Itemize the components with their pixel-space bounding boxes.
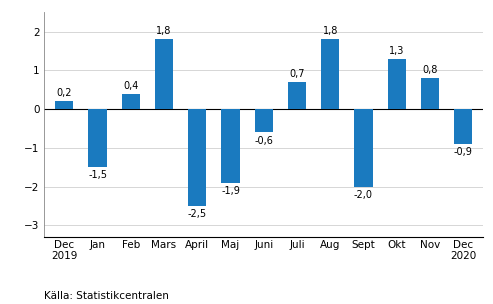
- Bar: [188, 109, 207, 206]
- Text: -2,5: -2,5: [188, 209, 207, 219]
- Bar: [221, 109, 240, 183]
- Text: 1,3: 1,3: [389, 46, 404, 56]
- Text: -2,0: -2,0: [354, 190, 373, 200]
- Text: -1,5: -1,5: [88, 171, 107, 180]
- Bar: [155, 39, 173, 109]
- Bar: [354, 109, 373, 187]
- Text: -0,9: -0,9: [454, 147, 473, 157]
- Bar: [387, 59, 406, 109]
- Bar: [454, 109, 472, 144]
- Text: 0,8: 0,8: [423, 65, 438, 75]
- Text: 1,8: 1,8: [156, 26, 172, 36]
- Bar: [321, 39, 339, 109]
- Bar: [122, 94, 140, 109]
- Bar: [254, 109, 273, 133]
- Bar: [88, 109, 106, 167]
- Text: 1,8: 1,8: [322, 26, 338, 36]
- Text: Källa: Statistikcentralen: Källa: Statistikcentralen: [44, 291, 169, 301]
- Bar: [421, 78, 439, 109]
- Bar: [55, 101, 73, 109]
- Text: 0,7: 0,7: [289, 69, 305, 79]
- Text: 0,4: 0,4: [123, 81, 139, 91]
- Text: 0,2: 0,2: [57, 88, 72, 98]
- Bar: [288, 82, 306, 109]
- Text: -1,9: -1,9: [221, 186, 240, 196]
- Text: -0,6: -0,6: [254, 136, 273, 146]
